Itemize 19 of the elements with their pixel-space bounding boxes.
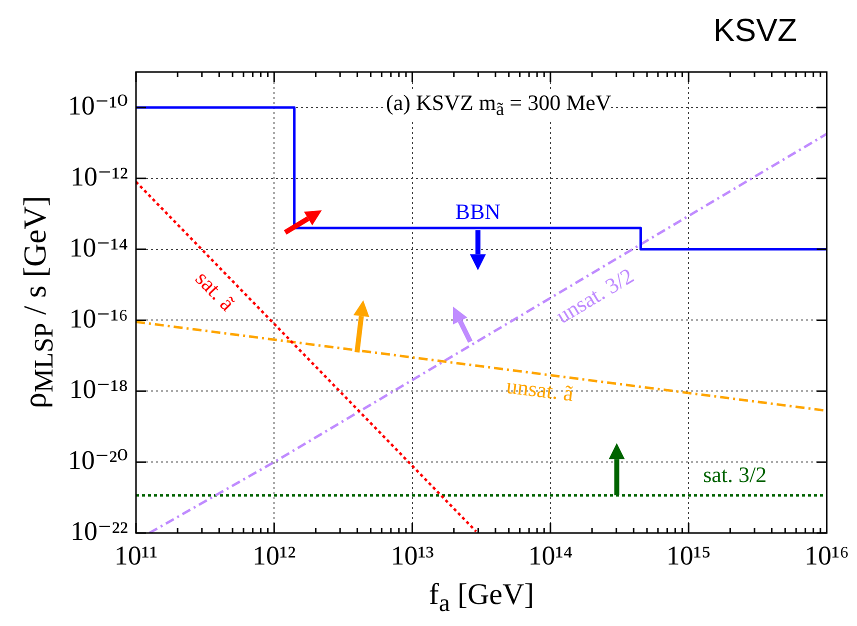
- x-axis-title: f$_{a}$ [GeV]: [428, 578, 536, 618]
- x-tick-label: 10¹⁶: [804, 540, 850, 570]
- y-tick-label: 10⁻²⁰: [68, 445, 128, 476]
- text: sat. ã: [190, 265, 240, 316]
- series-label: sat. 3/2: [703, 462, 767, 488]
- series-label: BBN: [455, 199, 501, 226]
- y-tick-label: 10⁻¹⁴: [69, 232, 128, 262]
- y-tick-label: 10⁻¹⁰: [68, 90, 128, 121]
- y-tick-label: 10⁻¹⁸: [69, 374, 128, 404]
- chart-title: KSVZ: [713, 12, 797, 49]
- text: unsat. ã: [505, 373, 576, 408]
- annotation: (a) KSVZ m$_{ã}$ = 300 MeV: [386, 90, 612, 120]
- x-tick-label: 10¹⁴: [528, 540, 573, 570]
- y-tick-label: 10⁻¹²: [70, 161, 128, 192]
- x-tick-label: 10¹²: [252, 540, 296, 570]
- x-tick-label: 10¹⁵: [666, 540, 711, 570]
- y-tick-label: 10⁻¹⁶: [69, 303, 128, 334]
- x-tick-label: 10¹³: [390, 540, 434, 570]
- text: unsat. 3/2: [552, 262, 639, 329]
